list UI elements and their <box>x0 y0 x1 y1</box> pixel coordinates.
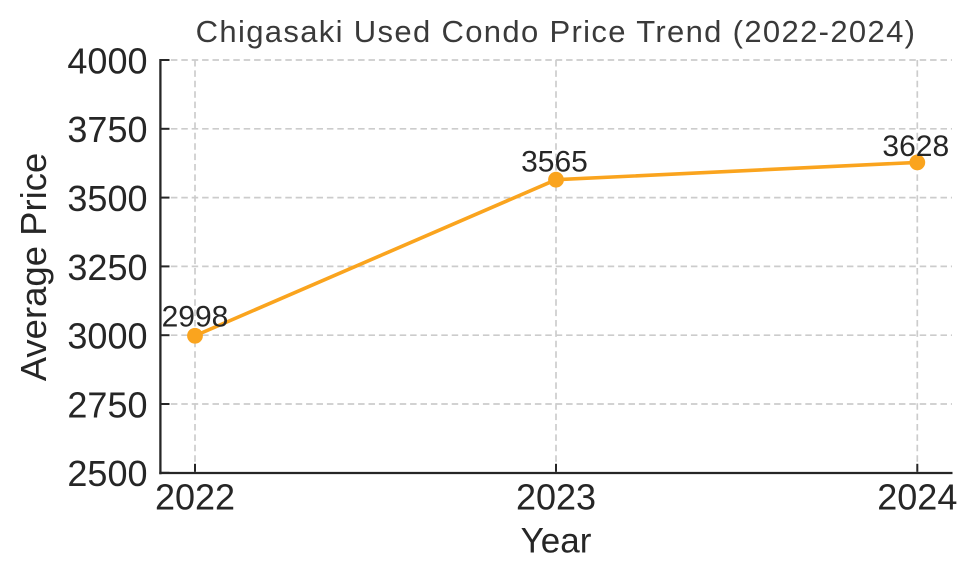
svg-text:4000: 4000 <box>67 40 147 81</box>
svg-text:3250: 3250 <box>67 247 147 288</box>
svg-text:2998: 2998 <box>162 301 229 334</box>
svg-text:Year: Year <box>521 522 592 561</box>
svg-text:2750: 2750 <box>67 384 147 425</box>
svg-text:3500: 3500 <box>67 178 147 219</box>
svg-text:3000: 3000 <box>67 316 147 357</box>
svg-text:2500: 2500 <box>67 453 147 494</box>
svg-text:3750: 3750 <box>67 109 147 150</box>
svg-text:2024: 2024 <box>877 477 957 518</box>
svg-text:2022: 2022 <box>155 477 235 518</box>
svg-text:Average Price: Average Price <box>13 153 54 382</box>
svg-text:3628: 3628 <box>882 130 949 163</box>
svg-text:2023: 2023 <box>516 477 596 518</box>
svg-text:Chigasaki Used Condo Price Tre: Chigasaki Used Condo Price Trend (2022-2… <box>196 14 917 49</box>
svg-text:3565: 3565 <box>521 146 588 179</box>
